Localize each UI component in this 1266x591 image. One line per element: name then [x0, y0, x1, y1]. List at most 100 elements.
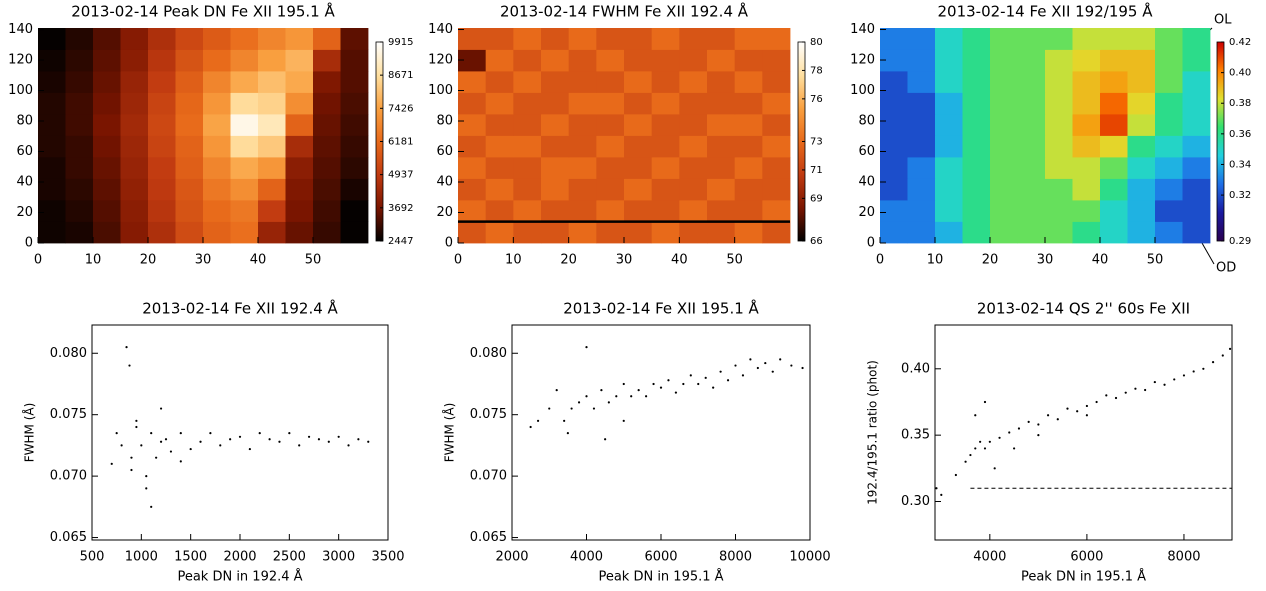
heatmap-cell [1127, 92, 1156, 115]
heatmap-cell [1100, 71, 1128, 93]
heatmap-cell [148, 92, 176, 115]
heatmap-cell [568, 135, 597, 158]
y-axis-label: FWHM (Å) [22, 403, 37, 463]
heatmap-cell [1100, 49, 1128, 72]
scatter-point [199, 440, 202, 443]
x-tick-label: 50 [1147, 253, 1164, 268]
heatmap-cell [624, 135, 653, 158]
heatmap-cell [148, 157, 176, 179]
heatmap-cell [340, 71, 369, 93]
plot-frame [511, 324, 811, 541]
heatmap-cell [148, 178, 176, 201]
heatmap-cell [1127, 178, 1156, 201]
scatter-point [1134, 387, 1137, 390]
heatmap-cell [230, 114, 259, 136]
heatmap-cell [1182, 28, 1211, 50]
scatter-point [548, 407, 551, 410]
heatmap-cell [1100, 28, 1128, 50]
heatmap-cell [93, 178, 121, 201]
heatmap-cell [907, 71, 936, 93]
heatmap-cell [203, 135, 231, 158]
x-tick-label: 10 [85, 253, 102, 268]
heatmap-cell [175, 49, 204, 72]
heatmap-cell [65, 135, 94, 158]
heatmap-cell [624, 157, 653, 179]
heatmap-cell [624, 178, 653, 201]
heatmap-cell [230, 135, 259, 158]
heatmap-cell [38, 221, 66, 244]
scatter-point [935, 487, 938, 490]
heatmap-cell [230, 71, 259, 93]
heatmap-cell [485, 200, 514, 222]
heatmap-cell [93, 135, 121, 158]
colorbar-label: 0.36 [1229, 129, 1251, 140]
heatmap-cell [203, 49, 231, 72]
y-tick-label: 0.075 [470, 407, 507, 422]
scatter-point [749, 358, 752, 361]
scatter-point [764, 361, 767, 365]
heatmap-cell [596, 71, 625, 93]
heatmap-cell [93, 49, 121, 72]
heatmap-cell [907, 157, 936, 179]
heatmap-cell [1100, 178, 1128, 201]
heatmap-cell [1017, 114, 1046, 136]
heatmap-cell [907, 28, 936, 50]
heatmap-cell [513, 49, 542, 72]
heatmap-cell [907, 221, 936, 244]
heatmap-cell [313, 28, 341, 50]
heatmap-cell [340, 135, 369, 158]
heatmap-cell [907, 49, 936, 72]
heatmap-cell [651, 49, 680, 72]
heatmap-cell [624, 92, 653, 115]
heatmap-cell [907, 135, 936, 158]
y-tick-label: 40 [16, 175, 33, 190]
heatmap-cell [513, 114, 542, 136]
heatmap-cell [990, 28, 1018, 50]
heatmap-cell [962, 200, 991, 222]
heatmap-cell [458, 200, 487, 222]
y-tick-label: 0.065 [470, 530, 507, 545]
heatmap-cell [1182, 157, 1211, 179]
heatmap-cell [1182, 49, 1211, 72]
scatter-point [347, 444, 350, 447]
heatmap-cell [175, 221, 204, 244]
heatmap-cell [1100, 200, 1128, 222]
scatter-point [790, 364, 793, 367]
heatmap-cell [203, 71, 231, 93]
annotation: OL [1214, 13, 1232, 28]
heatmap-cell [1072, 71, 1101, 93]
heatmap-cell [962, 221, 991, 244]
heatmap-cell [962, 114, 991, 136]
colorbar-label: 66 [810, 236, 823, 247]
heatmap-cell [541, 221, 570, 244]
colorbar-label: 3692 [388, 203, 413, 214]
chart-title: 2013-02-14 Peak DN Fe XII 195.1 Å [71, 2, 335, 21]
heatmap-cell [485, 157, 514, 179]
heatmap-cell [485, 135, 514, 158]
heatmap-cell [880, 135, 908, 158]
heatmap-cell [990, 71, 1018, 93]
heatmap-cell [568, 221, 597, 244]
y-tick-label: 100 [8, 83, 33, 98]
heatmap-cell [907, 178, 936, 201]
heatmap-cell [285, 92, 314, 115]
heatmap-cell [1045, 92, 1073, 115]
y-tick-label: 0.35 [901, 428, 930, 443]
heatmap-cell [707, 92, 736, 115]
heatmap-cell [762, 135, 791, 158]
heatmap-cell [203, 178, 231, 201]
scatter-point [682, 382, 685, 386]
heatmap-cell [313, 71, 341, 93]
heatmap-cell [485, 221, 514, 244]
scatter-point [940, 493, 943, 496]
heatmap-cell [513, 71, 542, 93]
heatmap-cell [935, 28, 963, 50]
heatmap-cell [707, 28, 736, 50]
y-tick-label: 140 [850, 22, 875, 37]
heatmap-cell [258, 71, 286, 93]
scatter-point [570, 407, 573, 410]
heatmap-cell [340, 92, 369, 115]
scatter-point [268, 438, 271, 441]
scatter-point [110, 462, 113, 465]
